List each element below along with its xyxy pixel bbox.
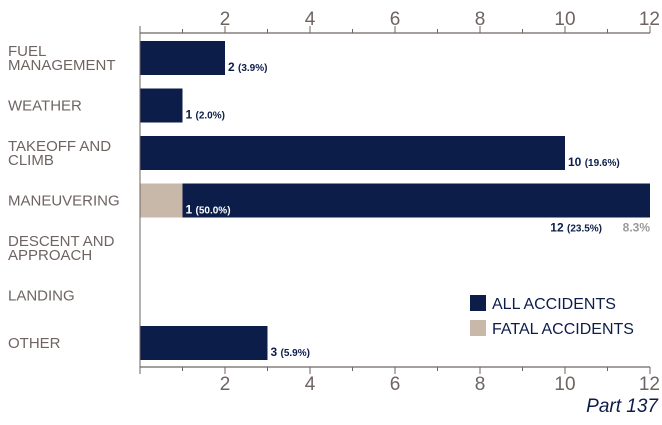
data-label-percent: (23.5%) bbox=[567, 224, 602, 235]
data-label-percent: (2.0%) bbox=[196, 111, 225, 122]
bar-all-accidents bbox=[140, 41, 225, 75]
x-tick-label-bottom: 4 bbox=[305, 374, 316, 395]
x-tick-label-top: 2 bbox=[220, 9, 231, 30]
x-tick-label-top: 6 bbox=[390, 9, 401, 30]
category-label: DESCENT AND APPROACH bbox=[8, 233, 115, 264]
bars-layer bbox=[140, 41, 650, 360]
category-label-line: CLIMB bbox=[8, 152, 54, 169]
bar-fatal-accidents bbox=[140, 183, 183, 218]
data-labels-layer: 2 (3.9%)1 (2.0%)10 (19.6%)12 (23.5%)1 (5… bbox=[186, 60, 651, 359]
category-label-line: WEATHER bbox=[8, 98, 82, 115]
footer-note: Part 137 bbox=[586, 396, 659, 417]
legend-swatch bbox=[470, 295, 486, 311]
data-label-all-accidents: 10 (19.6%) bbox=[568, 155, 620, 169]
category-label: WEATHER bbox=[8, 98, 82, 115]
legend-label: ALL ACCIDENTS bbox=[492, 296, 616, 313]
axes-layer bbox=[139, 26, 651, 374]
data-label-percent: (3.9%) bbox=[238, 63, 267, 74]
category-label: LANDING bbox=[8, 288, 75, 305]
data-label-all-accidents: 2 (3.9%) bbox=[228, 60, 267, 74]
x-tick-label-top: 12 bbox=[639, 9, 660, 30]
legend-label: FATAL ACCIDENTS bbox=[492, 321, 634, 338]
category-label-line: OTHER bbox=[8, 335, 61, 352]
data-label-fatal-accidents: 1 (50.0%) bbox=[186, 203, 231, 217]
bar-all-accidents bbox=[140, 183, 650, 218]
x-tick-label-top: 8 bbox=[475, 9, 486, 30]
x-tick-label-bottom: 2 bbox=[220, 374, 231, 395]
legend: ALL ACCIDENTS FATAL ACCIDENTS bbox=[470, 295, 634, 338]
data-label-extra-percent: 8.3% bbox=[623, 221, 651, 235]
bar-all-accidents bbox=[140, 136, 565, 170]
category-labels-layer: FUEL MANAGEMENT WEATHER TAKEOFF AND CLIMB MAN… bbox=[8, 43, 120, 352]
x-tick-label-top: 4 bbox=[305, 9, 316, 30]
category-label-line: APPROACH bbox=[8, 247, 92, 264]
data-label-count: 1 bbox=[186, 203, 196, 217]
x-tick-label-top: 10 bbox=[554, 9, 575, 30]
category-label: TAKEOFF AND CLIMB bbox=[8, 138, 111, 169]
bar-all-accidents bbox=[140, 88, 183, 123]
category-label: FUEL MANAGEMENT bbox=[8, 43, 116, 74]
data-label-count: 12 bbox=[550, 221, 567, 235]
x-tick-label-bottom: 6 bbox=[390, 374, 401, 395]
data-label-all-accidents: 1 (2.0%) bbox=[186, 108, 225, 122]
x-tick-label-bottom: 8 bbox=[475, 374, 486, 395]
category-label: OTHER bbox=[8, 335, 61, 352]
category-label-line: TAKEOFF AND bbox=[8, 138, 111, 155]
category-label-line: LANDING bbox=[8, 288, 75, 305]
data-label-all-accidents: 3 (5.9%) bbox=[271, 345, 310, 359]
x-tick-label-bottom: 12 bbox=[639, 374, 660, 395]
data-label-percent: (5.9%) bbox=[281, 348, 310, 359]
data-label-count: 3 bbox=[271, 345, 281, 359]
category-label: MANEUVERING bbox=[8, 193, 120, 210]
category-label-line: DESCENT AND bbox=[8, 233, 115, 250]
category-label-line: MANEUVERING bbox=[8, 193, 120, 210]
data-label-count: 10 bbox=[568, 155, 585, 169]
data-label-count: 2 bbox=[228, 60, 238, 74]
tick-labels-layer: 2 2 4 4 6 6 8 8 10 10 12 12 bbox=[220, 9, 660, 395]
category-label-line: FUEL bbox=[8, 43, 46, 60]
category-label-line: MANAGEMENT bbox=[8, 57, 116, 74]
legend-swatch bbox=[470, 320, 486, 336]
data-label-count: 1 bbox=[186, 108, 196, 122]
data-label-all-accidents: 12 (23.5%) bbox=[550, 221, 602, 235]
data-label-percent: (50.0%) bbox=[196, 206, 231, 217]
bar-all-accidents bbox=[140, 326, 268, 360]
x-tick-label-bottom: 10 bbox=[554, 374, 575, 395]
data-label-percent: (19.6%) bbox=[585, 158, 620, 169]
